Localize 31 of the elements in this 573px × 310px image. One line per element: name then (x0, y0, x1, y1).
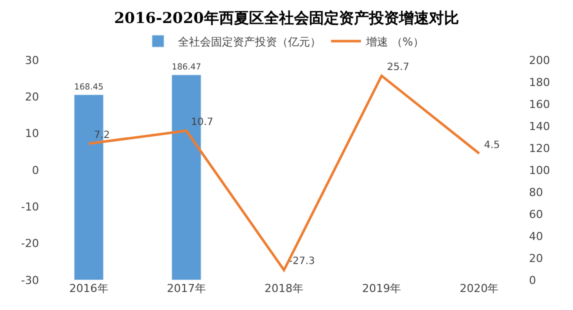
y-tick-label: -10 (21, 200, 39, 214)
x-tick-label: 2019年 (362, 282, 402, 295)
data-label: 25.7 (387, 62, 410, 73)
y2-tick-label: 140 (529, 120, 550, 133)
x-tick-label: 2017年 (166, 282, 206, 295)
y-tick-label: 0 (32, 164, 39, 177)
data-label: 168.45 (74, 81, 104, 92)
y2-tick-label: 100 (529, 164, 550, 177)
y2-tick-label: 60 (529, 208, 543, 221)
y2-tick-label: 120 (529, 142, 550, 155)
y2-tick-label: 20 (529, 252, 543, 265)
legend-label: 全社会固定资产投资（亿元） (178, 35, 321, 48)
legend-label: 增速 （%） (365, 35, 424, 48)
y-tick-label: 20 (25, 90, 39, 104)
y2-tick-label: 0 (529, 274, 536, 287)
y-tick-label: -20 (21, 237, 39, 250)
x-tick-label: 2020年 (460, 282, 499, 295)
y-tick-label: 30 (25, 54, 39, 67)
data-label: 186.47 (172, 62, 202, 72)
y2-tick-label: 80 (529, 186, 543, 199)
y-tick-label: 10 (25, 127, 39, 140)
y2-tick-label: 40 (529, 230, 543, 243)
y2-tick-label: 200 (529, 54, 550, 67)
y2-tick-label: 180 (529, 76, 550, 89)
x-tick-label: 2018年 (264, 282, 304, 295)
y-tick-label: -30 (21, 274, 39, 287)
chart-title: 2016-2020年西夏区全社会固定资产投资增速对比 (114, 8, 459, 27)
data-label: 4.5 (484, 140, 500, 151)
x-tick-label: 2016年 (69, 282, 108, 295)
y2-tick-label: 160 (529, 98, 550, 111)
data-label: -27.3 (289, 256, 315, 267)
